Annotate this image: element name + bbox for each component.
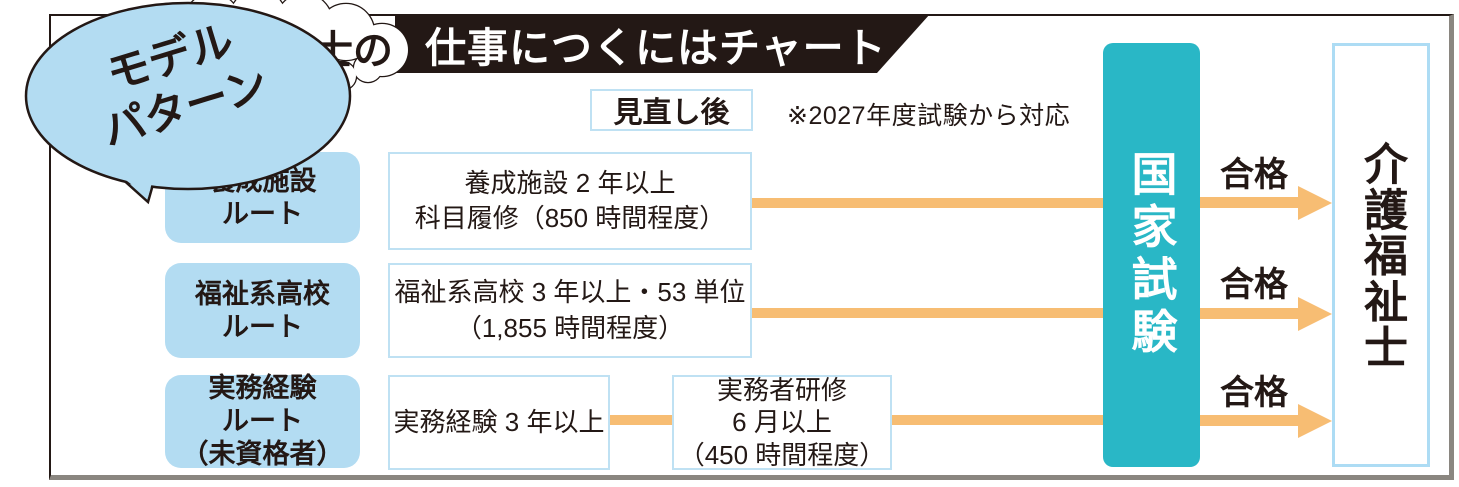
pass-label-2: 合格 (1220, 266, 1288, 304)
pass-arrow-1 (1200, 197, 1300, 208)
pass-arrow-3 (1200, 415, 1300, 426)
pass-label-1: 合格 (1220, 156, 1288, 194)
pass-arrowhead-2 (1298, 297, 1332, 331)
step-work-experience: 実務経験 3 年以上 (388, 375, 610, 470)
connector-route2 (752, 308, 1103, 318)
step-welfare-highschool: 福祉系高校 3 年以上・53 単位 （1,855 時間程度） (388, 263, 752, 358)
page-title: 仕事につくにはチャート (425, 25, 887, 71)
connector-route3-mid (610, 415, 672, 425)
route-welfare-highschool: 福祉系高校 ルート (165, 263, 360, 358)
pass-arrowhead-1 (1298, 186, 1332, 220)
model-pattern-bubble (24, 1, 352, 205)
certified-care-worker-box: 介護福祉士 (1332, 43, 1430, 467)
title-banner (395, 14, 930, 73)
connector-route1 (752, 198, 1103, 208)
route-work-experience: 実務経験 ルート （未資格者） (165, 373, 360, 469)
national-exam-box: 国家試験 (1103, 43, 1200, 467)
national-exam-label: 国家試験 (1125, 150, 1178, 360)
certified-care-worker-label: 介護福祉士 (1357, 140, 1406, 370)
pass-arrowhead-3 (1298, 404, 1332, 438)
step-practitioner-training: 実務者研修 6 月以上 （450 時間程度） (672, 375, 892, 470)
connector-route3 (892, 415, 1103, 425)
step-training-facility: 養成施設 2 年以上 科目履修（850 時間程度） (388, 152, 752, 250)
revision-note: ※2027年度試験から対応 (787, 102, 1071, 130)
revision-tag: 見直し後 (590, 89, 753, 131)
pass-label-3: 合格 (1220, 374, 1288, 412)
pass-arrow-2 (1200, 308, 1300, 319)
